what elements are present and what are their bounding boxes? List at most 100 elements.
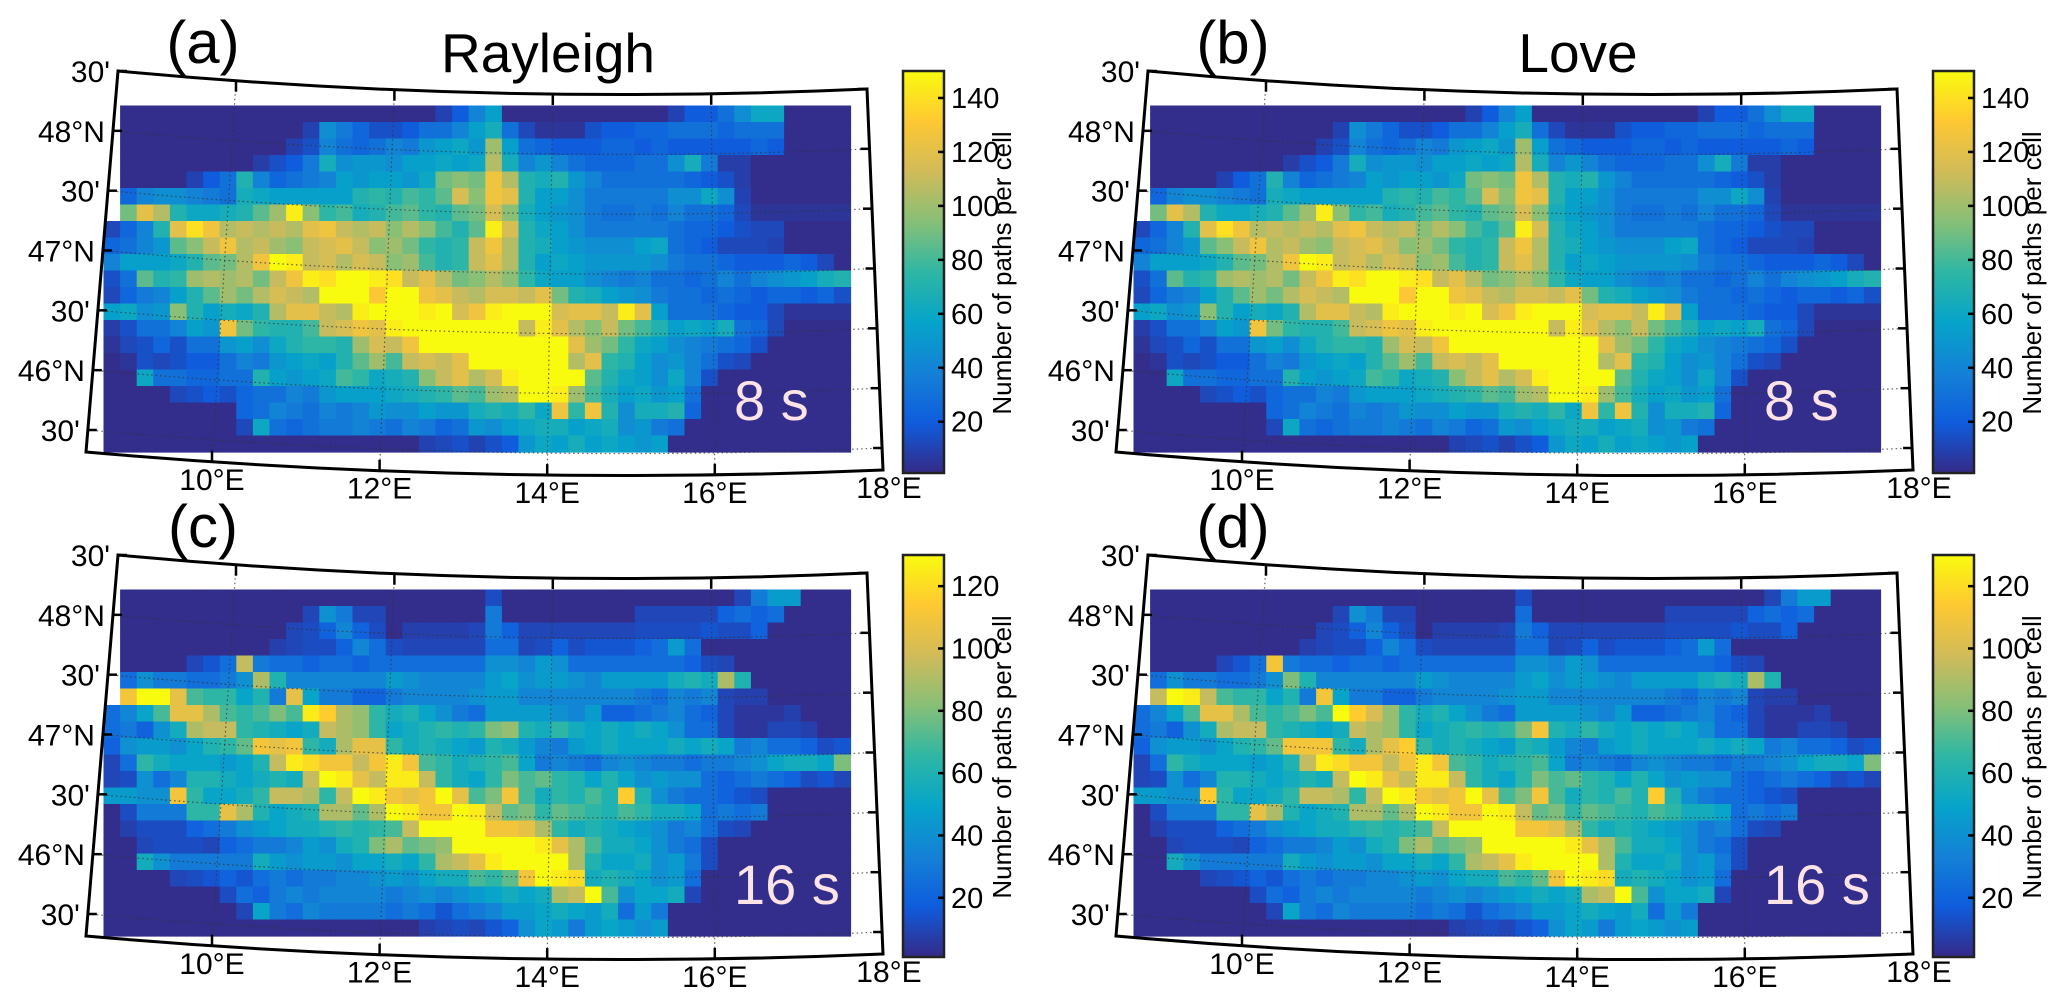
heatmap-cell: [236, 622, 254, 640]
heatmap-cell: [153, 122, 171, 140]
heatmap-cell: [485, 105, 503, 123]
heatmap-cell: [684, 221, 702, 239]
heatmap-cell: [1299, 787, 1317, 805]
heatmap-cell: [269, 105, 287, 123]
heatmap-cell: [1714, 639, 1732, 657]
heatmap-cell: [1399, 402, 1417, 420]
heatmap-cell: [269, 705, 287, 723]
heatmap-cell: [1465, 336, 1483, 354]
heatmap-cell: [1814, 287, 1832, 305]
heatmap-cell: [833, 853, 852, 871]
heatmap-cell: [1731, 204, 1749, 222]
heatmap-cell: [1249, 105, 1267, 123]
heatmap-cell: [551, 287, 569, 305]
heatmap-cell: [1498, 705, 1516, 723]
heatmap-cell: [402, 122, 420, 140]
heatmap-cell: [169, 287, 188, 305]
heatmap-cell: [1847, 254, 1865, 272]
heatmap-cell: [435, 237, 453, 255]
heatmap-cell: [203, 738, 221, 756]
heatmap-cell: [1166, 672, 1184, 690]
heatmap-cell: [319, 270, 337, 288]
heatmap-cell: [1764, 320, 1782, 338]
heatmap-cell: [1814, 771, 1832, 789]
heatmap-cell: [1365, 204, 1384, 222]
heatmap-cell: [800, 369, 818, 387]
heatmap-cell: [833, 804, 852, 822]
heatmap-cell: [551, 870, 569, 888]
heatmap-cell: [1316, 837, 1334, 855]
heatmap-cell: [800, 886, 818, 904]
heatmap-cell: [1681, 837, 1699, 855]
heatmap-cell: [601, 303, 619, 321]
heatmap-cell: [1183, 787, 1201, 805]
heatmap-cell: [1780, 419, 1799, 437]
heatmap-cell: [1199, 254, 1218, 272]
heatmap-cell: [1249, 870, 1267, 888]
heatmap-cell: [601, 122, 619, 140]
heatmap-cell: [1365, 105, 1384, 123]
heatmap-cell: [701, 787, 719, 805]
heatmap-cell: [667, 688, 686, 706]
heatmap-cell: [767, 754, 785, 772]
heatmap-cell: [1780, 122, 1799, 140]
heatmap-cell: [750, 254, 769, 272]
heatmap-cell: [319, 303, 337, 321]
heatmap-cell: [1565, 853, 1583, 871]
heatmap-cell: [1814, 919, 1832, 937]
heatmap-cell: [169, 435, 188, 453]
heatmap-cell: [120, 237, 138, 255]
heatmap-cell: [485, 903, 503, 921]
heatmap-cell: [452, 386, 470, 404]
heatmap-cell: [269, 606, 287, 624]
heatmap-cell: [385, 419, 403, 437]
heatmap-cell: [319, 870, 337, 888]
heatmap-cell: [734, 353, 752, 371]
heatmap-cell: [1631, 435, 1649, 453]
heatmap-cell: [1150, 721, 1168, 739]
heatmap-cell: [452, 754, 470, 772]
heatmap-cell: [169, 155, 188, 173]
heatmap-cell: [684, 738, 702, 756]
heatmap-cell: [1681, 320, 1699, 338]
heatmap-cell: [518, 820, 536, 838]
heatmap-cell: [800, 419, 818, 437]
heatmap-cell: [1731, 721, 1749, 739]
heatmap-cell: [1764, 804, 1782, 822]
heatmap-cell: [1448, 320, 1467, 338]
heatmap-cell: [1266, 622, 1284, 640]
heatmap-cell: [319, 820, 337, 838]
heatmap-cell: [219, 771, 237, 789]
heatmap-cell: [269, 639, 287, 657]
heatmap-cell: [1249, 754, 1267, 772]
heatmap-cell: [535, 303, 553, 321]
heatmap-cell: [1681, 369, 1699, 387]
heatmap-cell: [535, 771, 553, 789]
heatmap-cell: [634, 853, 652, 871]
heatmap-cell: [734, 402, 752, 420]
heatmap-cell: [634, 639, 652, 657]
heatmap-cell: [120, 721, 138, 739]
heatmap-cell: [501, 820, 520, 838]
heatmap-cell: [1515, 771, 1533, 789]
heatmap-cell: [402, 138, 420, 156]
heatmap-cell: [1249, 320, 1267, 338]
heatmap-cell: [1814, 204, 1832, 222]
heatmap-cell: [784, 820, 802, 838]
heatmap-cell: [1465, 606, 1483, 624]
heatmap-cell: [1863, 787, 1882, 805]
heatmap-cell: [800, 738, 818, 756]
heatmap-cell: [767, 303, 785, 321]
heatmap-cell: [1648, 820, 1666, 838]
latitude-gridline: [102, 249, 875, 275]
heatmap-cell: [1598, 919, 1616, 937]
heatmap-cell: [1399, 705, 1417, 723]
heatmap-cell: [734, 287, 752, 305]
heatmap-cell: [1382, 903, 1400, 921]
heatmap-cell: [1183, 606, 1201, 624]
heatmap-cell: [618, 886, 636, 904]
heatmap-cell: [1249, 820, 1267, 838]
heatmap-cell: [1681, 122, 1699, 140]
heatmap-cell: [1797, 138, 1815, 156]
heatmap-cell: [203, 287, 221, 305]
